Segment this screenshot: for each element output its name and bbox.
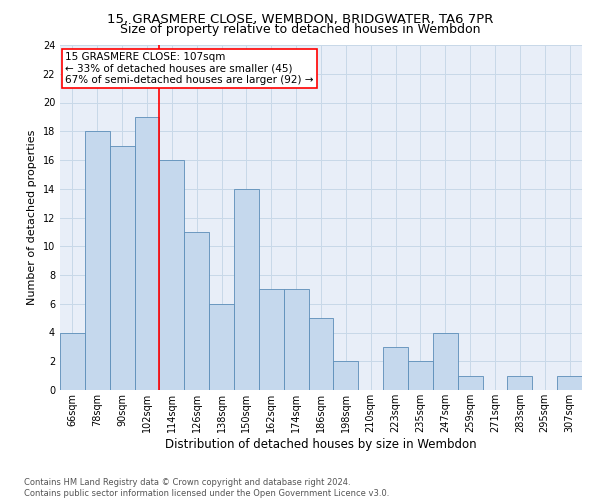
Bar — [334, 361, 358, 390]
Bar — [110, 146, 134, 390]
Bar — [508, 376, 532, 390]
X-axis label: Distribution of detached houses by size in Wembdon: Distribution of detached houses by size … — [165, 438, 477, 450]
Text: 15, GRASMERE CLOSE, WEMBDON, BRIDGWATER, TA6 7PR: 15, GRASMERE CLOSE, WEMBDON, BRIDGWATER,… — [107, 12, 493, 26]
Text: Contains HM Land Registry data © Crown copyright and database right 2024.
Contai: Contains HM Land Registry data © Crown c… — [24, 478, 389, 498]
Bar — [160, 160, 184, 390]
Y-axis label: Number of detached properties: Number of detached properties — [27, 130, 37, 305]
Bar — [60, 332, 85, 390]
Bar — [458, 376, 482, 390]
Bar — [259, 290, 284, 390]
Bar — [284, 290, 308, 390]
Text: 15 GRASMERE CLOSE: 107sqm
← 33% of detached houses are smaller (45)
67% of semi-: 15 GRASMERE CLOSE: 107sqm ← 33% of detac… — [65, 52, 314, 85]
Text: Size of property relative to detached houses in Wembdon: Size of property relative to detached ho… — [120, 22, 480, 36]
Bar — [134, 117, 160, 390]
Bar — [184, 232, 209, 390]
Bar — [308, 318, 334, 390]
Bar — [433, 332, 458, 390]
Bar — [234, 188, 259, 390]
Bar — [408, 361, 433, 390]
Bar — [85, 131, 110, 390]
Bar — [383, 347, 408, 390]
Bar — [209, 304, 234, 390]
Bar — [557, 376, 582, 390]
